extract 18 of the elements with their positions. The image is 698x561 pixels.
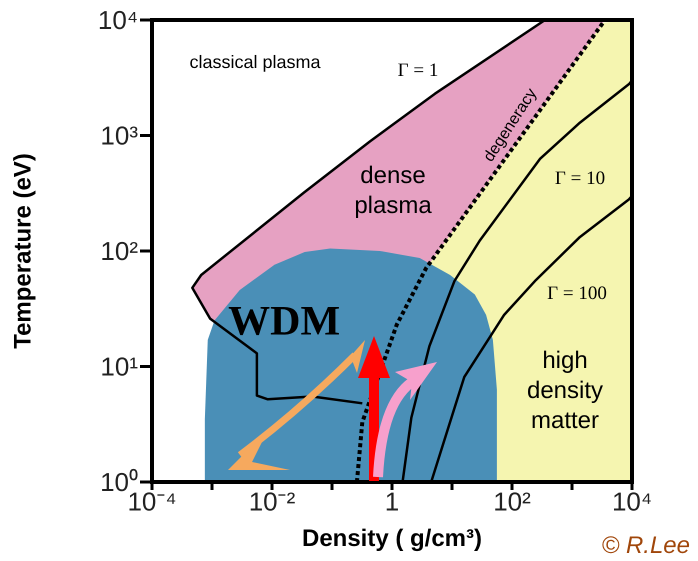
y-tick-label: 10² [100,236,138,266]
y-tick-label: 10¹ [100,352,138,382]
x-tick-label: 1 [384,486,400,516]
annotation: Γ = 1 [398,60,438,80]
x-tick-label: 10⁻² [248,486,296,516]
annotation: classical plasma [189,52,322,72]
x-tick-label: 10⁴ [612,486,652,516]
annotation: high density matter [526,346,604,434]
y-tick-label: 10³ [100,120,138,151]
annotation: Γ = 100 [547,282,607,304]
text: © R.Lee [602,532,690,558]
x-tick-label: 10² [493,486,532,516]
annotation: dense plasma [354,162,432,218]
annotation: WDM [228,298,340,345]
annotation: Γ = 10 [554,168,606,188]
y-tick-label: 10⁴ [98,5,138,36]
x-axis-title: Density ( g/cm³) [302,525,482,552]
y-axis-title: Temperature (eV) [10,153,37,349]
